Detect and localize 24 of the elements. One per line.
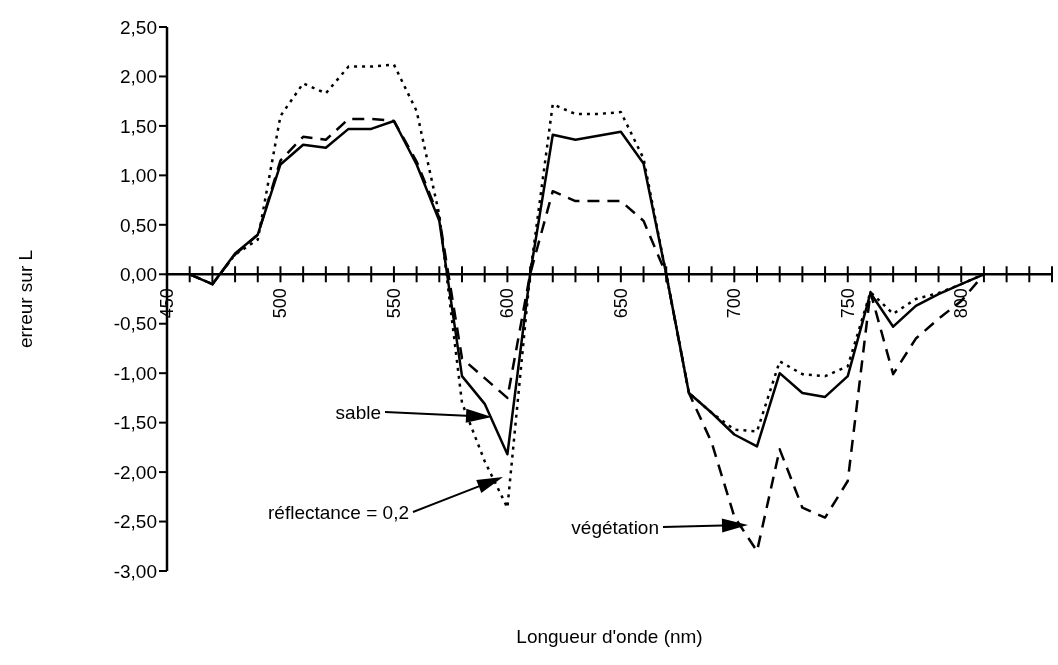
y-tick-label: 2,00 xyxy=(120,66,157,88)
x-tick-label: 550 xyxy=(383,288,404,319)
y-tick-label: 0,00 xyxy=(120,264,157,286)
y-tick-label: 1,00 xyxy=(120,165,157,187)
y-tick-label: 2,50 xyxy=(120,16,157,38)
y-tick-label: -0,50 xyxy=(113,313,157,335)
x-tick-label: 600 xyxy=(497,288,518,319)
y-tick-label: -1,50 xyxy=(113,412,157,434)
x-axis-title: Longueur d'onde (nm) xyxy=(516,626,703,647)
y-tick-label: 0,50 xyxy=(120,214,157,236)
x-tick-label: 650 xyxy=(610,288,631,319)
y-tick-label: 1,50 xyxy=(120,115,157,137)
x-tick-label: 800 xyxy=(951,288,972,319)
x-tick-label: 750 xyxy=(837,288,858,319)
y-axis-title: erreur sur L xyxy=(14,249,36,349)
x-tick-label: 700 xyxy=(724,288,745,319)
y-tick-label: -2,00 xyxy=(113,461,157,483)
annotation: végétation xyxy=(571,516,659,538)
y-tick-label: -2,50 xyxy=(113,511,157,533)
annotation: réflectance = 0,2 xyxy=(267,501,409,523)
x-tick-label: 500 xyxy=(270,288,291,319)
annotation: sable xyxy=(335,401,381,423)
y-tick-label: -1,00 xyxy=(113,362,157,384)
y-tick-label: -3,00 xyxy=(113,560,157,582)
